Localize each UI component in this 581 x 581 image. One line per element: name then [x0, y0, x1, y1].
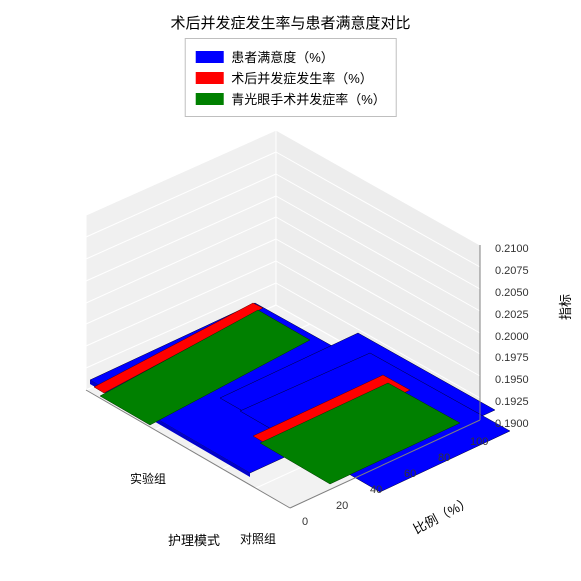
y-tick: 100	[470, 436, 488, 448]
z-tick: 0.2025	[495, 309, 529, 321]
x-tick: 对照组	[240, 530, 276, 547]
y-tick: 0	[302, 516, 308, 528]
y-tick: 20	[336, 500, 348, 512]
z-tick: 0.2100	[495, 243, 529, 255]
z-axis-label: 指标	[555, 294, 574, 320]
z-tick: 0.2000	[495, 331, 529, 343]
z-tick: 0.1975	[495, 352, 529, 364]
z-tick: 0.2075	[495, 265, 529, 277]
chart-3d-plot	[0, 60, 581, 580]
y-tick: 60	[404, 468, 416, 480]
x-axis-label: 护理模式	[168, 530, 220, 549]
z-tick: 0.1900	[495, 418, 529, 430]
x-tick: 实验组	[130, 470, 166, 487]
y-tick: 40	[370, 484, 382, 496]
z-tick: 0.1950	[495, 374, 529, 386]
y-tick: 80	[438, 452, 450, 464]
chart-title: 术后并发症发生率与患者满意度对比	[0, 12, 581, 33]
z-tick: 0.2050	[495, 287, 529, 299]
z-tick: 0.1925	[495, 396, 529, 408]
